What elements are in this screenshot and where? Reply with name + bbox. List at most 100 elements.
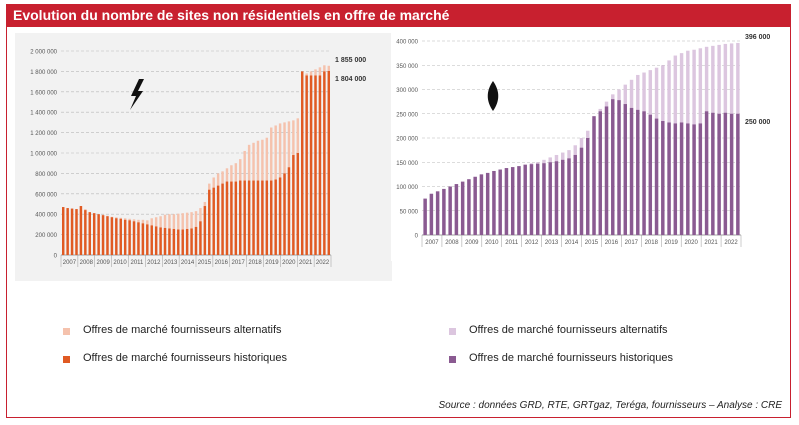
bar-historical (305, 75, 308, 255)
bar-historical (423, 198, 427, 235)
bar-historical (617, 100, 621, 235)
bar-historical (230, 181, 233, 255)
x-tick-label: 2013 (164, 260, 178, 266)
bar-historical (177, 229, 180, 255)
bar-historical (212, 187, 215, 255)
bar-historical (473, 176, 477, 235)
electricity-legend: Offres de marché fournisseurs alternatif… (63, 324, 363, 375)
y-tick-label: 1 400 000 (30, 111, 57, 117)
y-tick-label: 350 000 (396, 64, 418, 70)
x-tick-label: 2019 (665, 240, 679, 246)
bar-historical (261, 180, 264, 255)
bar-historical (274, 179, 277, 255)
bar-historical (265, 180, 269, 255)
bar-historical (283, 173, 286, 255)
x-tick-label: 2008 (80, 260, 94, 266)
bar-historical (448, 186, 452, 235)
x-tick-label: 2009 (465, 240, 479, 246)
y-tick-label: 1 200 000 (30, 131, 57, 137)
figure-frame: Evolution du nombre de sites non résiden… (6, 4, 791, 418)
x-tick-label: 2015 (198, 260, 212, 266)
y-tick-label: 600 000 (35, 192, 57, 198)
x-tick-label: 2012 (525, 240, 539, 246)
bar-historical (66, 208, 69, 255)
x-tick-label: 2013 (545, 240, 559, 246)
bar-historical (667, 122, 671, 235)
bar-historical (84, 210, 87, 255)
y-tick-label: 200 000 (396, 137, 418, 143)
bar-historical (137, 222, 140, 255)
bar-historical (119, 218, 122, 255)
x-tick-label: 2017 (232, 260, 246, 266)
gas-legend: Offres de marché fournisseurs alternatif… (449, 324, 749, 375)
bar-historical (163, 227, 167, 255)
y-tick-label: 0 (415, 234, 419, 240)
bar-historical (172, 228, 176, 255)
bar-historical (70, 208, 74, 255)
y-tick-label: 50 000 (400, 209, 419, 215)
x-tick-label: 2015 (585, 240, 599, 246)
bar-historical (492, 170, 496, 235)
bar-historical (208, 189, 211, 255)
bar-historical (132, 221, 136, 255)
legend-swatch-gas-alternative (449, 328, 456, 335)
bar-historical (221, 183, 224, 255)
bar-historical (542, 163, 546, 235)
value-annotation: 250 000 (745, 119, 770, 126)
bar-historical (194, 226, 198, 255)
bar-historical (679, 122, 684, 235)
bar-historical (270, 180, 273, 255)
y-tick-label: 1 800 000 (30, 70, 57, 76)
x-tick-label: 2022 (724, 240, 738, 246)
x-tick-label: 2021 (299, 260, 313, 266)
bar-historical (573, 154, 577, 235)
value-annotation: 1 855 000 (335, 57, 366, 64)
bar-historical (498, 169, 502, 235)
bar-historical (648, 114, 653, 235)
bar-historical (234, 181, 238, 255)
bar-historical (467, 179, 471, 235)
y-tick-label: 200 000 (35, 233, 57, 239)
gas-flame-icon (487, 81, 499, 111)
bar-historical (168, 228, 171, 255)
x-tick-label: 2010 (113, 260, 127, 266)
x-tick-label: 2014 (181, 260, 195, 266)
bar-historical (79, 206, 83, 255)
bar-historical (454, 184, 459, 235)
bar-historical (97, 214, 100, 255)
bar-historical (323, 71, 326, 256)
bar-historical (604, 106, 609, 235)
bar-historical (123, 219, 127, 255)
bar-historical (529, 164, 534, 235)
x-tick-label: 2012 (147, 260, 161, 266)
legend-swatch-elec-historical (63, 356, 70, 363)
bar-historical (504, 168, 509, 235)
x-tick-label: 2018 (645, 240, 659, 246)
bar-historical (216, 185, 220, 255)
bar-historical (203, 206, 207, 255)
y-tick-label: 2 000 000 (30, 50, 57, 56)
bar-historical (292, 155, 295, 255)
legend-label: Offres de marché fournisseurs alternatif… (83, 324, 282, 336)
bar-historical (611, 99, 615, 235)
bar-historical (692, 124, 696, 235)
bar-historical (429, 193, 434, 235)
y-tick-label: 0 (54, 254, 58, 260)
bar-historical (711, 112, 715, 235)
legend-label: Offres de marché fournisseurs historique… (469, 352, 673, 364)
bar-historical (485, 172, 490, 235)
bar-historical (115, 218, 118, 255)
bar-historical (159, 227, 162, 255)
bar-historical (698, 123, 703, 235)
bar-historical (673, 123, 678, 235)
x-tick-label: 2008 (445, 240, 459, 246)
electricity-chart-panel: 0 200 000 400 000 600 000 800 000 1 000 000 1 … (15, 33, 392, 281)
bar-historical (629, 107, 634, 235)
bar-historical (723, 112, 728, 235)
source-note: Source : données GRD, RTE, GRTgaz, Terég… (438, 400, 783, 411)
x-tick-label: 2019 (265, 260, 279, 266)
bar-historical (296, 153, 300, 255)
bar-historical (523, 164, 527, 235)
bar-historical (247, 180, 251, 255)
bar-historical (535, 163, 540, 235)
